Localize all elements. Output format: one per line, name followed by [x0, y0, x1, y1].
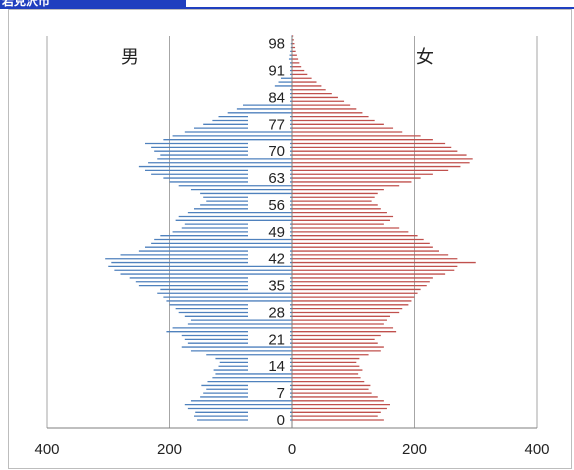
age-tick-label-12: 84 — [268, 89, 285, 106]
age-tick-label-13: 91 — [268, 63, 285, 80]
age-label-bg-11 — [248, 115, 290, 131]
y-tick-label-backgrounds — [248, 34, 290, 426]
age-label-bg-2 — [248, 357, 290, 373]
age-tick-label-8: 56 — [268, 197, 285, 214]
age-label-bg-13 — [248, 61, 290, 77]
age-tick-label-14: 98 — [268, 36, 285, 53]
age-tick-label-11: 77 — [268, 116, 285, 133]
header-title: 岩見沢市 — [2, 0, 51, 8]
age-label-bg-12 — [248, 88, 290, 104]
age-label-bg-7 — [248, 222, 290, 238]
gridlines — [46, 36, 538, 428]
x-tick-label-4: 400 — [524, 441, 549, 458]
header-rule — [186, 7, 574, 9]
age-tick-label-0: 0 — [277, 412, 285, 429]
x-tick-label-3: 200 — [402, 441, 427, 458]
x-tick-label-2: 0 — [288, 441, 296, 458]
age-label-bg-5 — [248, 276, 290, 292]
age-label-bg-14 — [248, 34, 290, 50]
age-tick-label-1: 7 — [277, 385, 285, 402]
x-tick-label-0: 400 — [34, 441, 59, 458]
age-label-bg-10 — [248, 142, 290, 158]
age-tick-label-2: 14 — [268, 358, 285, 375]
age-tick-label-9: 63 — [268, 170, 285, 187]
age-tick-label-10: 70 — [268, 143, 285, 160]
x-tick-labels: 400 200 0 200 400 — [34, 441, 549, 458]
axis — [47, 36, 537, 429]
age-tick-label-3: 21 — [268, 331, 285, 348]
male-label: 男 — [121, 47, 139, 67]
header-tab: 岩見沢市 — [0, 0, 186, 9]
female-label: 女 — [416, 47, 434, 67]
x-tick-label-1: 200 — [157, 441, 182, 458]
age-tick-label-7: 49 — [268, 224, 285, 241]
age-label-bg-0 — [248, 411, 290, 426]
y-tick-labels: 0 7 14 21 28 35 42 49 56 63 70 77 84 91 98 — [268, 36, 285, 429]
age-label-bg-4 — [248, 303, 290, 319]
age-label-bg-1 — [248, 384, 290, 400]
age-tick-label-6: 42 — [268, 251, 285, 268]
age-tick-label-5: 35 — [268, 278, 285, 295]
female-bars — [292, 35, 476, 421]
age-label-bg-6 — [248, 249, 290, 265]
age-tick-label-4: 28 — [268, 304, 285, 321]
age-label-bg-9 — [248, 169, 290, 185]
age-label-bg-3 — [248, 330, 290, 346]
age-label-bg-8 — [248, 195, 290, 211]
